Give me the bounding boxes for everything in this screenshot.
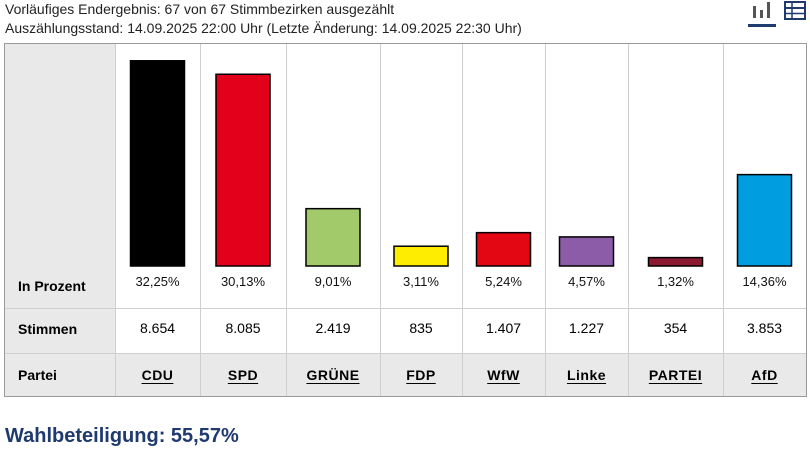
column-divider (286, 44, 287, 396)
bar-chart-icon[interactable] (750, 0, 774, 22)
party-link[interactable]: WfW (487, 367, 520, 383)
turnout: Wahlbeteiligung: 55,57% (5, 425, 239, 447)
bar-afd[interactable] (736, 173, 793, 267)
party-row-background (115, 353, 806, 396)
table-icon[interactable] (783, 0, 807, 22)
column-divider (115, 44, 116, 396)
percent-label: 30,13% (221, 274, 266, 289)
party-link[interactable]: Linke (566, 367, 607, 383)
bar-partei[interactable] (647, 256, 704, 267)
party-link[interactable]: CDU (141, 367, 174, 383)
party-link[interactable]: SPD (227, 367, 259, 383)
column-divider (723, 44, 724, 396)
bar-cdu[interactable] (129, 60, 186, 267)
votes-row-label: Stimmen (18, 321, 78, 337)
bar-linke[interactable] (558, 236, 615, 267)
active-view-indicator (748, 24, 776, 27)
party-link[interactable]: AfD (751, 367, 778, 383)
column-divider (380, 44, 381, 396)
bar-wfw[interactable] (475, 231, 532, 267)
count-status: Vorläufiges Endergebnis: 67 von 67 Stimm… (5, 1, 395, 17)
votes-value: 8.085 (225, 320, 261, 336)
percent-label: 9,01% (315, 274, 352, 289)
votes-value: 354 (663, 320, 688, 336)
bar-chart-area: 32,25% 30,13% 9,01% 3,11% 5,24% 4,57% 1,32% 14,… (129, 60, 793, 289)
bar-spd[interactable] (215, 73, 271, 267)
column-divider (462, 44, 463, 396)
votes-value: 2.419 (315, 320, 351, 336)
column-divider (628, 44, 629, 396)
votes-value: 8.654 (139, 320, 176, 336)
column-divider (200, 44, 201, 396)
percent-label: 32,25% (135, 274, 180, 289)
votes-value: 1.407 (485, 320, 522, 336)
percent-label: 4,57% (568, 274, 605, 289)
party-link[interactable]: FDP (406, 367, 436, 383)
bar-grüne[interactable] (305, 207, 361, 267)
votes-value: 3.853 (746, 320, 783, 336)
percent-label: 3,11% (403, 274, 439, 289)
row-label-column (5, 44, 115, 396)
party-row-label: Partei (18, 367, 57, 383)
row-divider (5, 353, 806, 354)
percent-label: 5,24% (485, 274, 522, 289)
election-result-chart: 32,25% 30,13% 9,01% 3,11% 5,24% 4,57% 1,32% 14,… (4, 43, 807, 397)
party-link[interactable]: GRÜNE (306, 367, 360, 383)
party-link[interactable]: PARTEI (648, 367, 703, 383)
percent-label: 1,32% (657, 274, 694, 289)
votes-value: 1.227 (568, 320, 605, 336)
bar-fdp[interactable] (393, 245, 449, 267)
row-divider (5, 308, 806, 309)
votes-value: 835 (409, 320, 433, 336)
percent-label: 14,36% (742, 274, 787, 289)
count-timestamp: Auszählungsstand: 14.09.2025 22:00 Uhr (… (5, 20, 522, 36)
column-divider (545, 44, 546, 396)
percent-row-label: In Prozent (18, 278, 86, 294)
